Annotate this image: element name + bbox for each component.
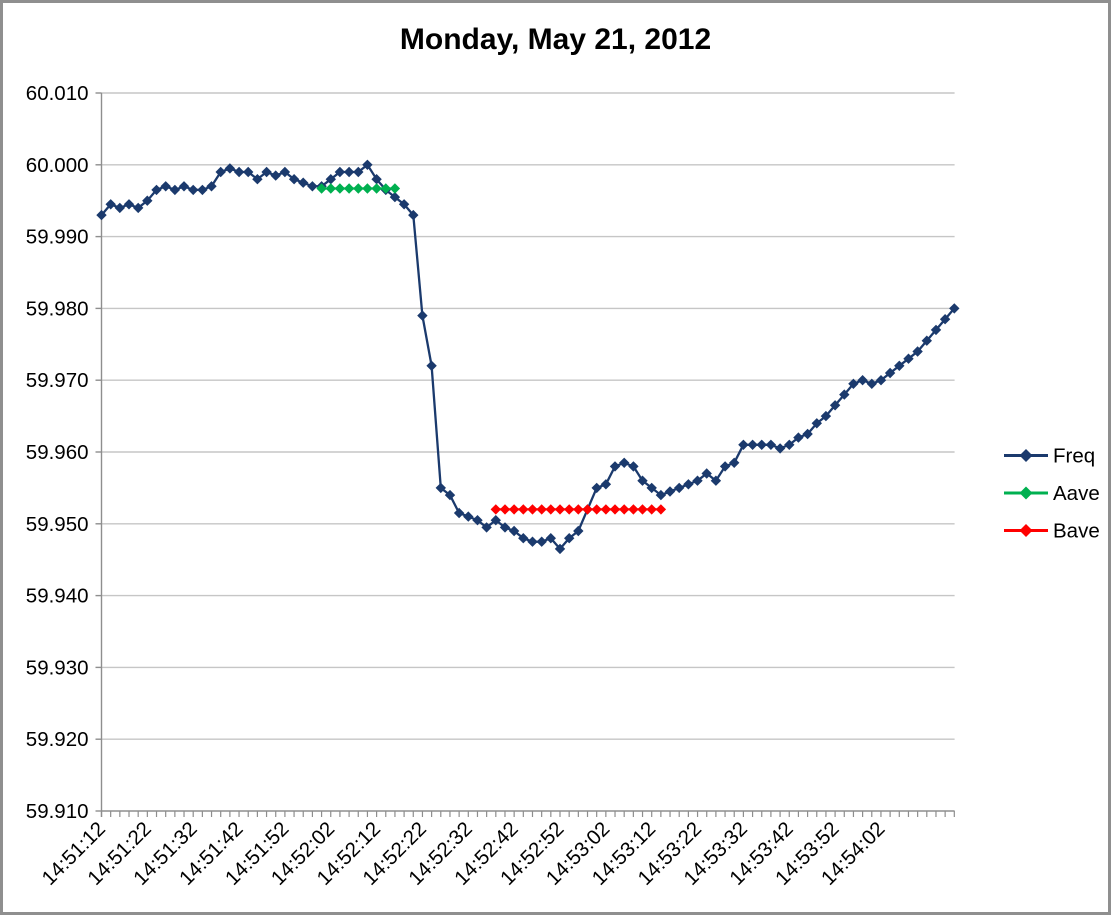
y-axis-label: 59.980	[26, 297, 89, 320]
y-axis-label: 59.970	[26, 369, 89, 392]
chart-canvas: 60.010 60.000 59.990 59.980 59.970 59.960 59.9…	[26, 82, 1100, 890]
chart-title: Monday, May 21, 2012	[399, 23, 712, 56]
y-gridlines	[101, 92, 955, 812]
y-axis-labels: 60.010 60.000 59.990 59.980 59.970 59.960 59.9…	[26, 82, 89, 823]
legend-item-bave: Bave	[1004, 520, 1100, 543]
series-freq	[96, 159, 960, 555]
legend-diamond-icon	[1019, 486, 1033, 500]
series-freq-markers	[96, 159, 960, 555]
legend-diamond-icon	[1019, 524, 1033, 537]
y-axis-label: 59.920	[26, 728, 89, 751]
y-axis-label: 59.990	[26, 226, 89, 249]
series-bave	[490, 504, 667, 515]
legend-label: Aave	[1053, 482, 1100, 505]
legend-label: Bave	[1053, 520, 1100, 543]
series-aave	[316, 183, 401, 194]
y-axis-label: 59.960	[26, 441, 89, 464]
y-axis-label: 59.940	[26, 585, 89, 608]
y-axis-label: 60.010	[26, 82, 89, 105]
series-aave-markers	[316, 183, 401, 194]
legend: Freq Aave Bave	[1004, 445, 1100, 543]
x-axis-labels: 14:51:1214:51:2214:51:3214:51:4214:51:52…	[37, 817, 889, 890]
series-bave-markers	[490, 504, 667, 515]
legend-label: Freq	[1053, 445, 1095, 468]
y-axis-ticks	[95, 92, 102, 812]
series-freq-line	[100, 163, 956, 551]
legend-diamond-icon	[1019, 449, 1033, 462]
y-axis-label: 60.000	[26, 154, 89, 177]
y-axis-label: 59.930	[26, 656, 89, 679]
y-axis-label: 59.950	[26, 513, 89, 536]
legend-item-freq: Freq	[1004, 445, 1095, 468]
y-axis-label: 59.910	[26, 800, 89, 823]
legend-item-aave: Aave	[1004, 482, 1100, 505]
x-axis-ticks	[100, 811, 955, 817]
